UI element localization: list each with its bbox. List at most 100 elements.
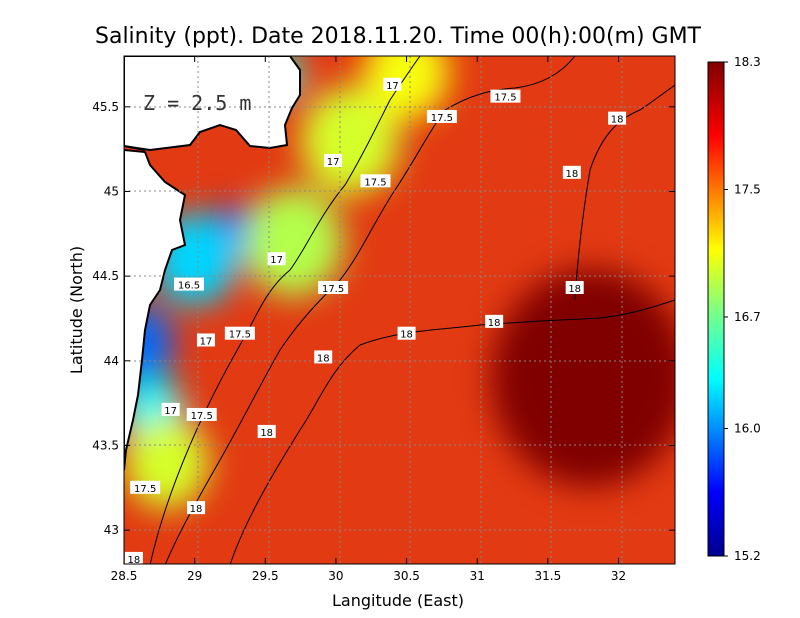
x-tick-label: 28.5 <box>111 569 138 583</box>
salinity-blob <box>124 415 209 510</box>
contour-label: 16.5 <box>173 277 204 292</box>
colorbar-tick-label: 16.7 <box>734 310 761 324</box>
chart-title: Salinity (ppt). Date 2018.11.20. Time 00… <box>95 24 702 49</box>
contour-label: 17.5 <box>186 407 217 422</box>
contour-label-text: 17 <box>386 81 399 92</box>
contour-label-text: 17 <box>270 255 283 266</box>
contour-label-box <box>196 333 215 347</box>
contour-line-18-east <box>574 84 675 301</box>
contour-label-box <box>324 153 343 167</box>
contour-label: 17.5 <box>490 89 521 104</box>
contour-label-text: 18 <box>611 115 624 126</box>
contour-label-text: 17.5 <box>364 177 386 188</box>
x-tick-label: 29 <box>187 569 202 583</box>
contour-label-box <box>314 350 333 364</box>
contour-label: 17.5 <box>426 109 457 124</box>
plot-frame <box>123 55 676 565</box>
contour-label: 17 <box>161 402 180 417</box>
contour-label-text: 18 <box>317 353 330 364</box>
colorbar <box>707 61 725 557</box>
contour-label-box <box>173 277 204 291</box>
x-axis: 28.5 29 29.5 30 30.5 31 31.5 32 <box>111 56 626 583</box>
x-tick-label: 29.5 <box>252 569 279 583</box>
contour-line-17 <box>149 56 421 564</box>
contour-label-box <box>130 480 161 494</box>
y-tick-label: 44.5 <box>92 269 119 283</box>
x-tick-label: 31.5 <box>534 569 561 583</box>
contour-label-box <box>565 280 584 294</box>
contour-label: 18 <box>608 111 627 126</box>
contour-label-box <box>608 111 627 125</box>
contour-labels: 17 17.5 17.5 18 17 17.5 18 17 17.5 18 16.5 18 18 17.5… <box>124 77 627 566</box>
salinity-blob <box>491 268 675 487</box>
salinity-blob <box>364 56 449 120</box>
contour-label-text: 17 <box>327 157 340 168</box>
contour-label-box <box>318 280 349 294</box>
contour-label-text: 16.5 <box>178 281 200 292</box>
contour-label-box <box>490 89 521 103</box>
x-axis-label: Langitude (East) <box>332 591 464 610</box>
salinity-blob <box>244 187 343 297</box>
contour-label-text: 18 <box>260 428 273 439</box>
contour-label-text: 18 <box>190 504 203 515</box>
colorbar-tick-label: 15.2 <box>734 549 761 563</box>
colorbar-tick-label: 18.3 <box>734 55 761 69</box>
contour-label: 17.5 <box>224 326 255 341</box>
x-tick-label: 31 <box>470 569 485 583</box>
land <box>124 56 301 471</box>
contour-label: 17.5 <box>360 174 391 188</box>
contour-label-box <box>224 326 255 340</box>
contour-label-text: 18 <box>400 330 413 341</box>
contour-label: 18 <box>187 501 206 515</box>
y-tick-label: 44 <box>104 354 119 368</box>
y-tick-label: 43.5 <box>92 438 119 452</box>
contour-label-box <box>186 407 217 421</box>
contour-label: 18 <box>124 551 143 566</box>
grid-lines <box>124 56 675 564</box>
contour-label: 18 <box>314 350 333 364</box>
contour-label-box <box>360 174 391 188</box>
contour-label-box <box>124 551 143 564</box>
contour-label: 18 <box>562 165 581 180</box>
contour-label-box <box>187 501 206 515</box>
land-north <box>124 56 301 152</box>
contour-label-box <box>426 109 457 123</box>
y-axis: 43 43.5 44 44.5 45 45.5 <box>92 100 675 537</box>
x-tick-label: 30.5 <box>393 569 420 583</box>
contour-label-text: 17.5 <box>431 113 453 124</box>
contour-label: 18 <box>485 314 504 329</box>
contour-label-text: 17 <box>200 336 213 347</box>
contour-label-text: 17.5 <box>494 93 516 104</box>
y-tick-label: 45 <box>104 184 119 198</box>
contour-label-box <box>383 77 402 91</box>
contour-label-box <box>257 424 276 438</box>
contour-label-text: 17 <box>164 406 177 417</box>
colorbar-ticks: 18.3 17.5 16.7 16.0 15.2 <box>724 55 761 563</box>
contour-label-text: 18 <box>128 555 141 566</box>
contour-label-box <box>562 165 581 179</box>
contour-label: 18 <box>565 280 584 295</box>
depth-annotation: Z = 2.5 m <box>143 91 251 115</box>
contour-label: 17.5 <box>318 280 349 295</box>
contour-label-text: 17.5 <box>134 484 156 495</box>
colorbar-tick-label: 17.5 <box>734 182 761 196</box>
y-axis-label: Latitude (North) <box>67 246 86 374</box>
contour-label-box <box>485 314 504 328</box>
salinity-blob <box>300 86 400 196</box>
contour-label-text: 18 <box>488 318 501 329</box>
contour-label: 17 <box>267 252 286 266</box>
contour-label-box <box>397 326 416 340</box>
colorbar-tick-label: 16.0 <box>734 422 761 436</box>
x-tick-label: 32 <box>611 569 626 583</box>
plot-area: Z = 2.5 m 17 17.5 17.5 18 17 17.5 18 17 17.5 18 16… <box>124 56 675 566</box>
coastline-segment <box>124 145 146 151</box>
contour-label: 17.5 <box>130 480 161 495</box>
contour-label-box <box>267 252 286 266</box>
contour-label-text: 17.5 <box>191 411 213 422</box>
land-west-coast <box>124 148 187 471</box>
contour-label: 17 <box>196 333 215 347</box>
y-tick-label: 45.5 <box>92 100 119 114</box>
contour-label-text: 18 <box>568 284 581 295</box>
contour-label-text: 17.5 <box>229 330 251 341</box>
